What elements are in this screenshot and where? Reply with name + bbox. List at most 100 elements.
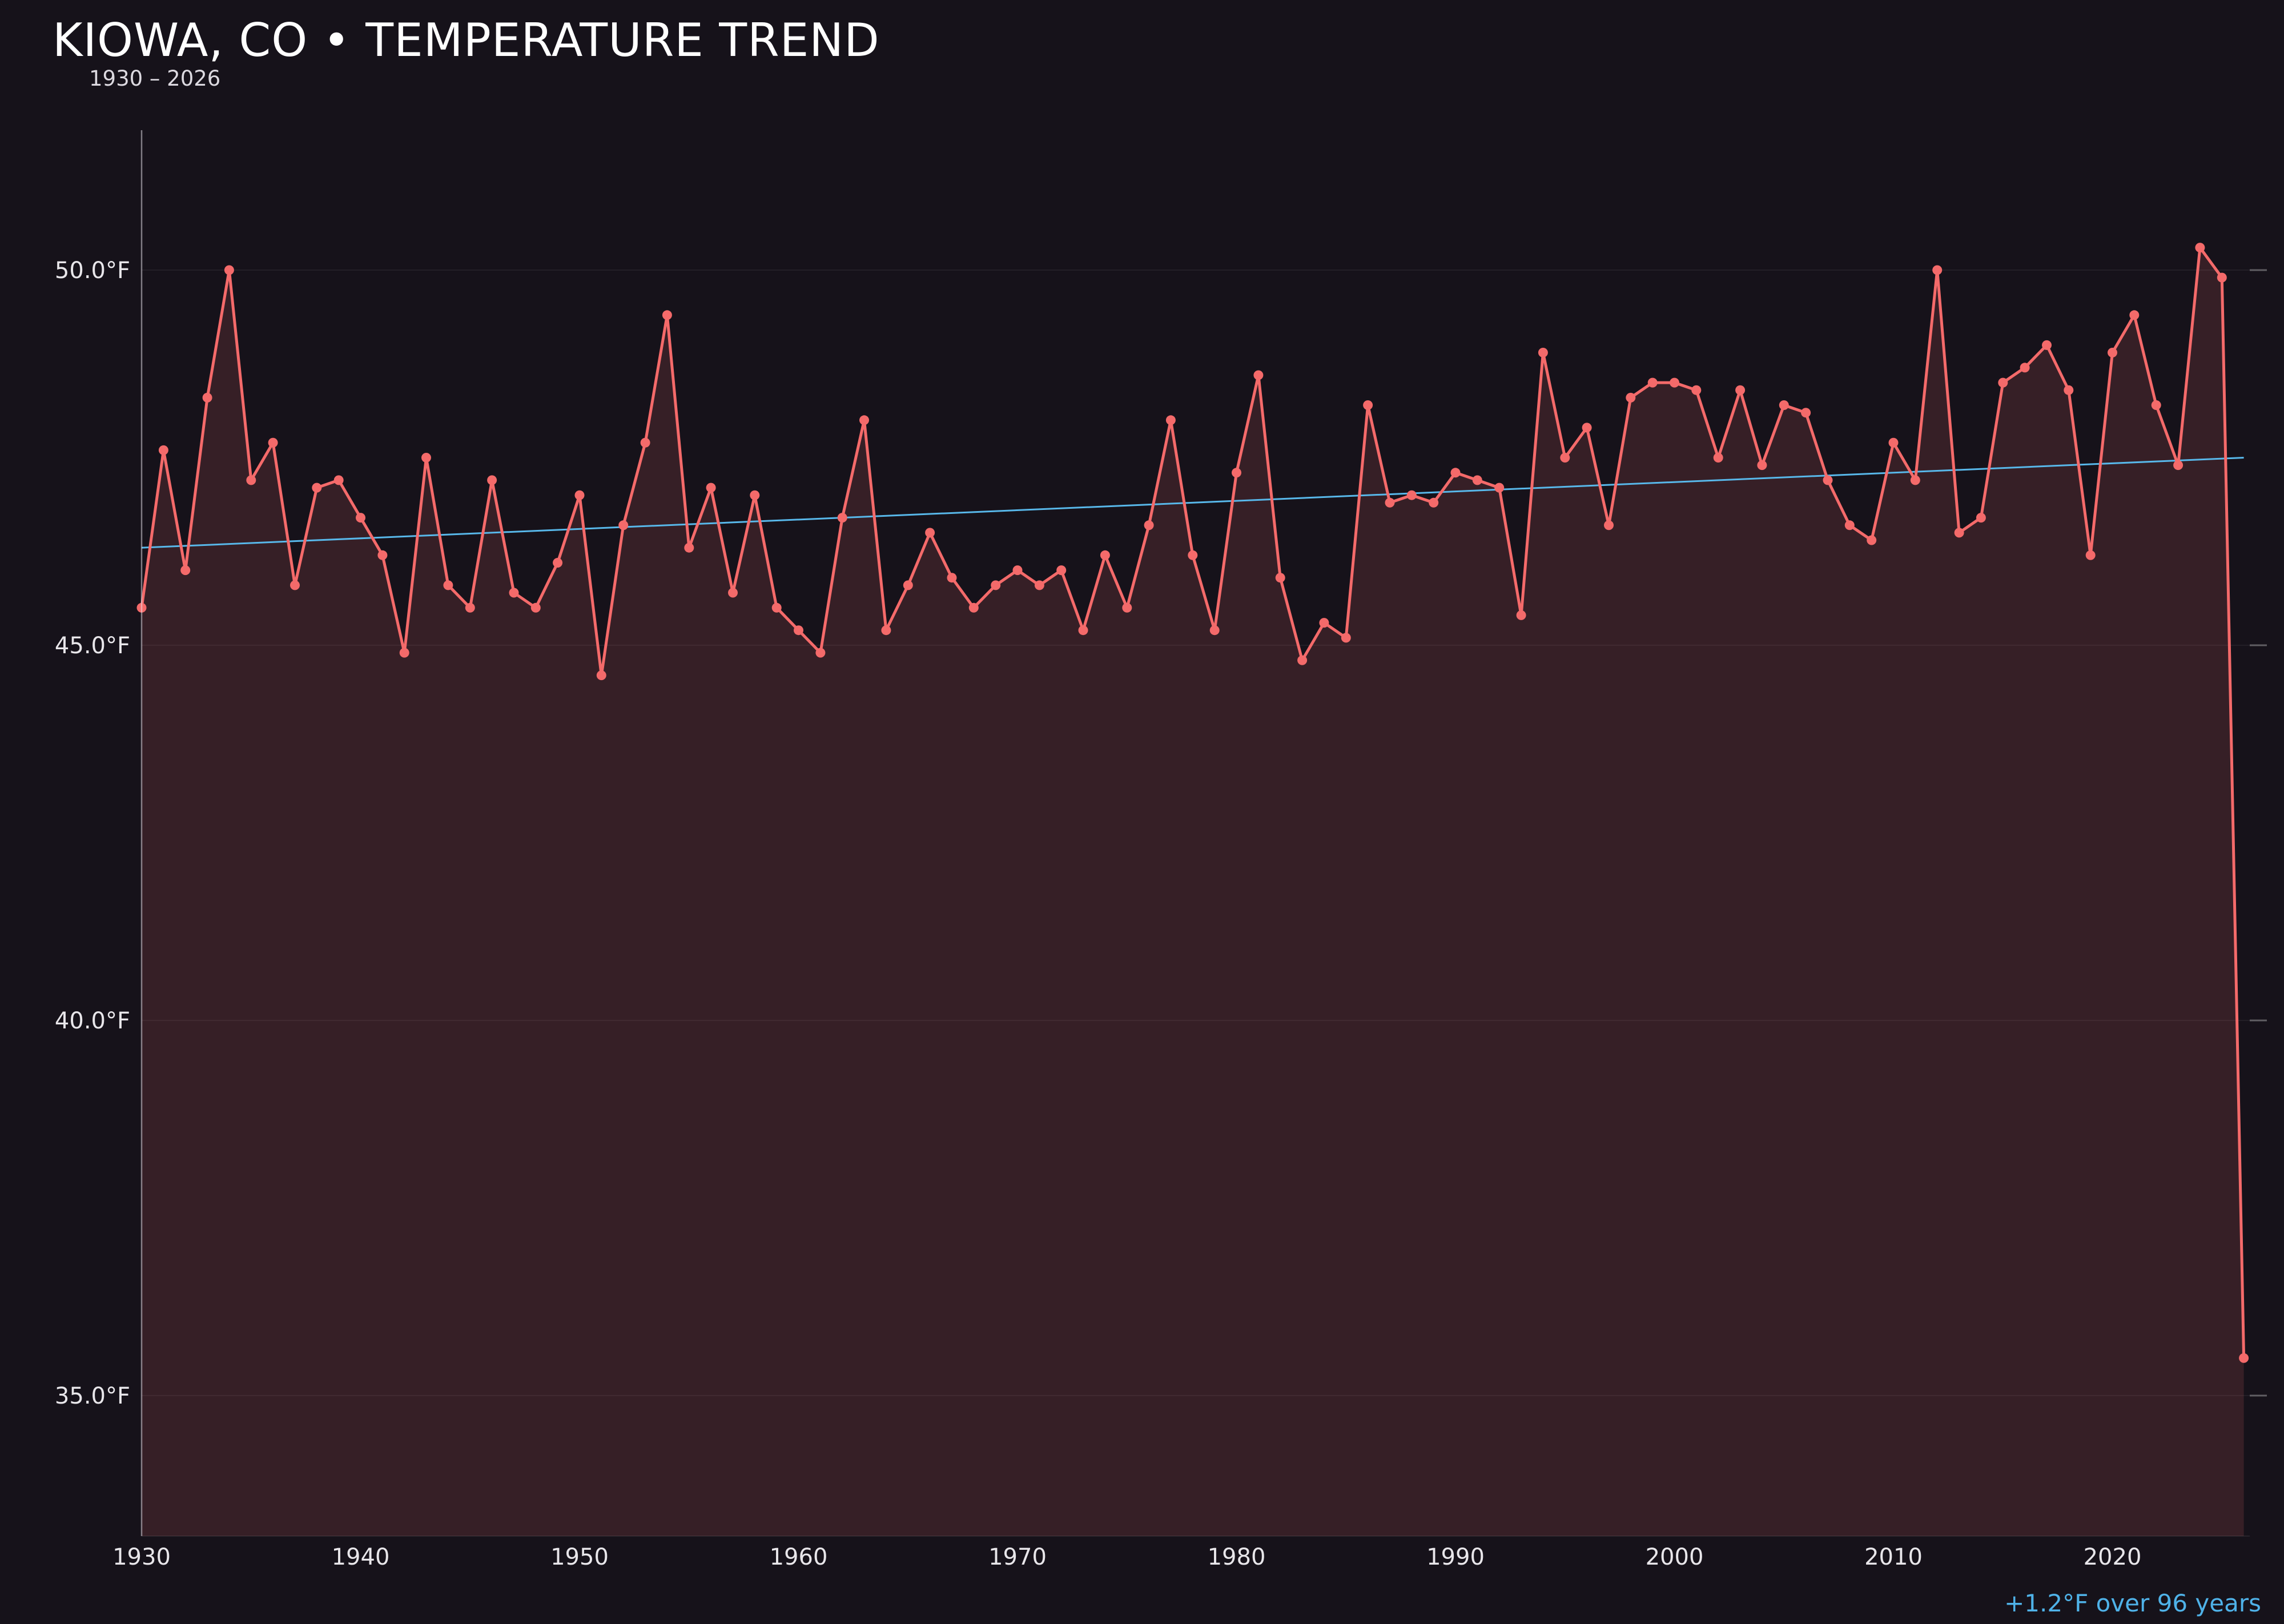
y-tick-label: 50.0°F [55,258,130,284]
axes [140,130,2250,1537]
data-point [947,573,957,583]
data-point [1932,265,1943,275]
data-point [1078,625,1088,636]
data-point [859,415,869,425]
data-point [1165,415,1176,425]
data-point [1976,513,1986,523]
data-point [1757,460,1767,471]
data-point [596,670,606,681]
data-point [1363,400,1373,410]
data-point [1647,377,1658,388]
data-point [1910,475,1920,485]
y-tick-label: 35.0°F [55,1383,130,1409]
data-point [1538,348,1548,357]
data-point [2173,460,2184,471]
data-point [1998,377,2008,388]
data-point [706,483,716,493]
data-point [1056,565,1067,576]
data-point [1450,468,1461,478]
data-point [1823,475,1833,485]
data-point [224,265,234,275]
data-point [815,648,826,658]
data-point [1034,580,1044,590]
x-tick-label: 1980 [1208,1544,1266,1570]
data-point [158,445,168,455]
data-point [991,580,1001,590]
x-tick-label: 1940 [332,1544,390,1570]
x-tick-label: 2020 [2084,1544,2142,1570]
data-point [1954,528,1964,538]
series-markers [136,243,2249,1363]
data-point [2020,363,2030,373]
data-point [1844,520,1855,530]
data-point [574,490,585,500]
trend-line [141,457,2244,549]
data-point [421,453,431,463]
data-point [2239,1353,2249,1363]
x-tick-label: 1930 [112,1544,171,1570]
gridlines [142,269,2267,1397]
data-point [1232,468,1241,478]
y-tick-label: 45.0°F [55,633,130,659]
data-point [728,588,738,598]
data-point [553,558,563,568]
y-tick-label: 40.0°F [55,1008,130,1034]
data-point [1604,520,1614,530]
series-area-fill [142,247,2244,1536]
data-point [1341,633,1351,643]
data-point [618,520,629,530]
data-point [684,542,694,553]
data-point [1560,453,1570,463]
data-point [312,483,322,493]
data-point [1385,497,1395,508]
data-point [333,475,344,485]
data-point [881,625,891,636]
data-point [2042,340,2052,350]
data-point [2108,348,2117,357]
data-point [1188,550,1198,560]
data-point [1275,573,1285,583]
data-point [465,602,475,613]
x-tick-label: 1950 [550,1544,609,1570]
data-point [2129,310,2140,320]
data-point [1626,392,1636,403]
page-subtitle: 1930 – 2026 [89,66,221,91]
data-point [1582,423,1592,433]
data-point [1691,385,1702,395]
data-point [1253,370,1264,380]
data-point [771,602,782,613]
data-point [268,437,278,448]
area-fill [142,247,2244,1536]
data-point [2217,272,2227,283]
data-point [1122,602,1132,613]
data-point [487,475,497,485]
data-point [1888,437,1899,448]
axis-labels: 50.0°F 45.0°F 40.0°F 35.0°F 1930 1940 1950 1960… [55,258,2141,1570]
data-point [1429,497,1439,508]
data-point [1867,535,1877,545]
data-point [530,602,541,613]
x-tick-label: 2010 [1864,1544,1923,1570]
data-point [1779,400,1789,410]
data-point [903,580,913,590]
data-point [968,602,979,613]
data-point [1472,475,1482,485]
data-point [2195,243,2205,253]
data-point [794,625,803,636]
data-point [662,310,672,320]
data-point [1144,520,1154,530]
data-point [202,392,212,403]
data-point [925,528,935,538]
trend-annotation: +1.2°F over 96 years [2004,1589,2261,1617]
data-point [1319,618,1329,628]
data-point [837,513,847,523]
data-point [1406,490,1417,500]
x-tick-label: 1960 [770,1544,828,1570]
data-point [2085,550,2096,560]
data-point [509,588,519,598]
x-tick-label: 1990 [1426,1544,1485,1570]
data-point [1297,655,1308,665]
data-point [356,513,365,523]
data-point [246,475,256,485]
